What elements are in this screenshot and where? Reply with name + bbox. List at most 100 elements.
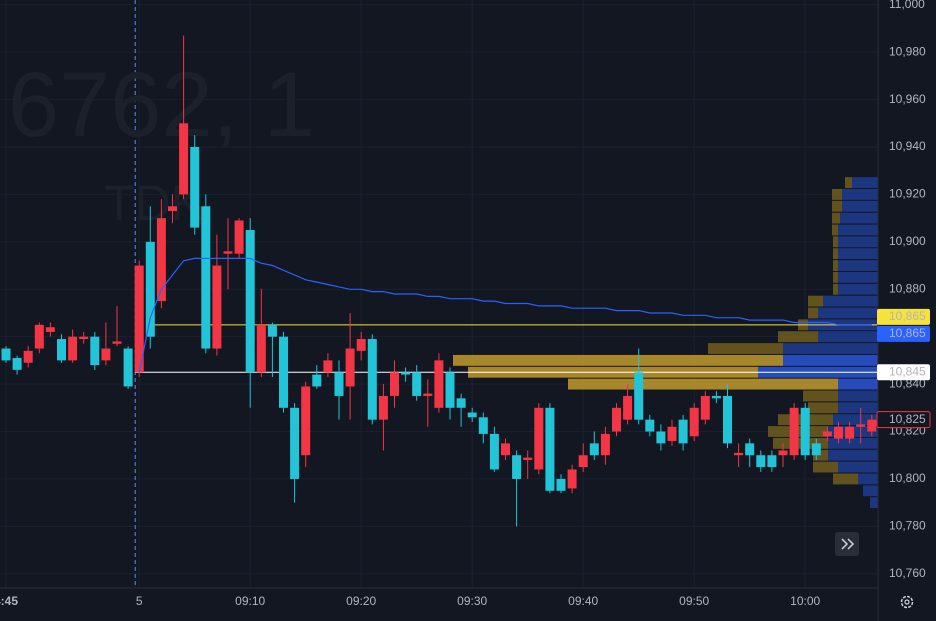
candle-body bbox=[600, 433, 610, 456]
candle-body bbox=[745, 443, 755, 456]
profile-up bbox=[832, 200, 842, 212]
scroll-button[interactable] bbox=[835, 532, 859, 556]
scroll-icon[interactable] bbox=[841, 538, 855, 550]
candle-body bbox=[689, 407, 699, 437]
candle-body bbox=[445, 372, 455, 408]
profile-up bbox=[832, 188, 842, 200]
candle-body bbox=[612, 407, 621, 432]
x-tick-label: 09:40 bbox=[568, 594, 598, 608]
candle-body bbox=[79, 336, 89, 340]
candle-body bbox=[478, 417, 488, 434]
x-tick-label: 10:00 bbox=[790, 594, 820, 608]
candle-body bbox=[634, 372, 644, 420]
candle-body bbox=[279, 336, 288, 408]
x-tick-label: 4:45 bbox=[0, 594, 18, 608]
y-tick-label: 10,800 bbox=[889, 471, 926, 485]
profile-down bbox=[823, 295, 878, 307]
y-tick-label: 10,900 bbox=[889, 234, 926, 248]
candle-body bbox=[567, 469, 577, 489]
y-tick-label: 10,980 bbox=[889, 44, 926, 58]
profile-down bbox=[838, 271, 878, 283]
candle-body bbox=[290, 407, 300, 479]
profile-down bbox=[818, 331, 878, 343]
profile-down bbox=[838, 248, 878, 260]
profile-down bbox=[833, 414, 878, 426]
candle-body bbox=[179, 123, 189, 195]
profile-up bbox=[808, 402, 838, 414]
candle-body bbox=[23, 350, 33, 363]
plot bbox=[1, 35, 878, 527]
profile-up bbox=[833, 283, 838, 295]
candle-body bbox=[501, 443, 510, 456]
profile-down bbox=[842, 188, 878, 200]
profile-down bbox=[818, 307, 878, 319]
price-tag bbox=[877, 308, 930, 325]
profile-up bbox=[808, 307, 818, 319]
profile-up bbox=[453, 354, 783, 366]
candle-body bbox=[778, 450, 788, 456]
y-tick-label: 10,940 bbox=[889, 139, 926, 153]
profile-down bbox=[838, 224, 878, 236]
candle-body bbox=[312, 374, 322, 387]
candle-body bbox=[245, 229, 255, 373]
gear-center[interactable] bbox=[904, 599, 910, 605]
candle-body bbox=[1, 348, 11, 361]
profile-down bbox=[838, 260, 878, 271]
price-tag bbox=[877, 325, 930, 342]
candle-body bbox=[756, 455, 766, 468]
watermark-name: TDK bbox=[104, 175, 204, 231]
candle-body bbox=[534, 407, 544, 470]
candle-body bbox=[467, 412, 477, 418]
price-tag-label: 10,845 bbox=[889, 364, 926, 378]
profile-down bbox=[870, 497, 878, 509]
profile-up bbox=[708, 343, 783, 354]
candle-body bbox=[700, 395, 710, 420]
axes: 10,76010,78010,80010,82010,84010,86010,8… bbox=[0, 0, 931, 608]
profile-up bbox=[832, 212, 840, 224]
profile-down bbox=[852, 177, 878, 188]
candle-body bbox=[434, 360, 444, 408]
candle-body bbox=[356, 339, 366, 351]
candle-body bbox=[334, 372, 344, 396]
candle-body bbox=[834, 426, 843, 439]
candle-body bbox=[34, 324, 44, 349]
price-tag-label: 10,865 bbox=[889, 309, 926, 323]
y-tick-label: 11,000 bbox=[889, 0, 925, 11]
y-tick-label: 10,920 bbox=[889, 187, 926, 201]
candle-body bbox=[145, 241, 155, 337]
candle-body bbox=[656, 431, 666, 444]
candle-body bbox=[123, 348, 133, 387]
candle-body bbox=[800, 407, 810, 456]
candle-body bbox=[223, 251, 233, 254]
profile-down bbox=[863, 485, 878, 497]
candle-body bbox=[201, 206, 211, 349]
candle-body bbox=[811, 443, 821, 456]
candle-body bbox=[323, 360, 333, 373]
candle-body bbox=[256, 324, 266, 373]
candle-body bbox=[456, 398, 466, 408]
candle-body bbox=[212, 265, 222, 349]
gear-icon[interactable] bbox=[900, 595, 914, 609]
candle-body bbox=[134, 265, 144, 373]
watermark-symbol: 6762, 1 bbox=[8, 54, 315, 156]
profile-down bbox=[828, 437, 878, 449]
profile-up bbox=[833, 236, 838, 248]
profile-down bbox=[858, 473, 878, 485]
profile-down bbox=[838, 236, 878, 248]
candle-body bbox=[390, 372, 399, 396]
profile-up bbox=[803, 390, 838, 402]
x-tick-label: 09:10 bbox=[235, 594, 265, 608]
candle-body bbox=[789, 407, 799, 456]
profile-down bbox=[838, 402, 878, 414]
candle-body bbox=[678, 419, 688, 444]
profile-up bbox=[813, 461, 838, 473]
profile-down bbox=[828, 449, 878, 461]
settings-button[interactable] bbox=[900, 595, 914, 609]
y-tick-label: 10,960 bbox=[889, 92, 926, 106]
x-tick-label: 09:50 bbox=[679, 594, 709, 608]
candle-body bbox=[767, 455, 777, 468]
candle-body bbox=[711, 395, 721, 399]
x-tick-label: 09:30 bbox=[457, 594, 487, 608]
